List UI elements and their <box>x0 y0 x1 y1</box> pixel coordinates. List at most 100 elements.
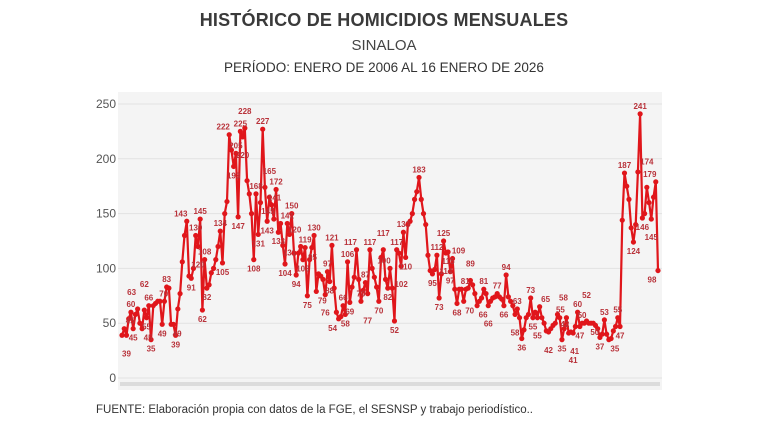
data-point <box>635 169 641 175</box>
data-label: 55 <box>528 323 537 332</box>
data-label: 108 <box>247 265 261 274</box>
data-point <box>313 288 319 295</box>
data-label: 62 <box>140 280 149 289</box>
data-point <box>420 211 427 217</box>
data-point <box>508 298 514 304</box>
data-label: 73 <box>526 286 535 295</box>
data-label: 35 <box>147 345 156 354</box>
data-point <box>215 243 221 250</box>
data-point <box>418 196 424 202</box>
data-label: 66 <box>479 311 488 320</box>
data-point <box>447 269 453 275</box>
data-label: 108 <box>198 248 212 257</box>
data-point <box>206 282 212 288</box>
data-point <box>398 263 404 269</box>
data-point <box>190 265 197 271</box>
data-point <box>499 296 505 302</box>
data-point <box>141 307 147 313</box>
data-label: 36 <box>517 344 526 353</box>
data-point <box>557 315 563 321</box>
data-point <box>132 311 138 318</box>
data-point <box>351 274 357 280</box>
data-point <box>537 304 543 310</box>
data-point <box>309 244 315 251</box>
data-label: 143 <box>174 209 188 218</box>
data-point <box>307 257 313 263</box>
data-point <box>409 211 415 217</box>
data-point <box>407 218 413 224</box>
data-label: 63 <box>513 297 522 306</box>
data-label: 55 <box>613 306 622 315</box>
data-point <box>289 211 295 217</box>
data-label: 82 <box>383 293 392 302</box>
data-label: 65 <box>541 295 550 304</box>
data-label: 220 <box>236 151 250 160</box>
data-label: 104 <box>278 269 292 278</box>
data-point <box>251 257 257 263</box>
data-point <box>630 239 637 245</box>
data-point <box>648 216 654 222</box>
data-point <box>202 257 208 263</box>
data-point <box>452 286 458 292</box>
data-point <box>286 231 293 238</box>
data-label: 37 <box>595 342 604 351</box>
data-point <box>293 272 299 278</box>
data-point <box>387 265 393 271</box>
data-point <box>429 271 436 277</box>
data-label: 55 <box>533 332 542 341</box>
chart-subtitle: SINALOA <box>351 37 417 54</box>
data-point <box>344 259 351 265</box>
data-point <box>333 309 339 315</box>
data-label: 94 <box>292 280 301 289</box>
data-point <box>121 326 127 332</box>
data-label: 91 <box>187 283 196 292</box>
data-label: 117 <box>377 229 390 238</box>
data-label: 47 <box>575 331 584 340</box>
data-label: 39 <box>171 340 180 349</box>
data-point <box>604 331 610 337</box>
data-point <box>300 257 306 263</box>
data-point <box>621 170 628 176</box>
y-tick-label: 0 <box>109 371 116 385</box>
data-label: 100 <box>377 256 391 265</box>
data-label: 81 <box>479 277 488 286</box>
data-label: 117 <box>344 238 357 247</box>
data-label: 79 <box>318 296 327 305</box>
data-label: 35 <box>610 345 619 354</box>
data-point <box>396 250 402 256</box>
data-label: 168 <box>249 182 263 191</box>
data-point <box>465 285 471 291</box>
data-point <box>253 191 259 197</box>
data-label: 115 <box>442 257 455 266</box>
data-point <box>266 194 272 200</box>
data-point <box>441 238 447 244</box>
chart-period: PERÍODO: ENERO DE 2006 AL 16 ENERO DE 20… <box>224 60 544 75</box>
data-point <box>244 178 250 184</box>
data-label: 130 <box>307 224 321 233</box>
data-label: 183 <box>412 165 426 174</box>
data-label: 41 <box>570 347 579 356</box>
data-point <box>534 315 541 321</box>
data-point <box>380 247 386 253</box>
data-point <box>382 276 389 282</box>
data-label: 82 <box>202 293 211 302</box>
data-label: 112 <box>430 243 443 252</box>
data-label: 95 <box>308 253 317 262</box>
data-point <box>199 307 205 313</box>
data-label: 52 <box>390 326 399 335</box>
data-point <box>612 323 619 330</box>
data-point <box>559 337 565 343</box>
data-point <box>481 286 487 292</box>
data-point <box>445 249 451 255</box>
data-point <box>295 250 302 256</box>
data-label: 133 <box>272 237 286 246</box>
data-point <box>188 275 194 281</box>
data-point <box>257 200 264 206</box>
data-label: 141 <box>281 211 295 220</box>
data-point <box>226 132 232 138</box>
data-label: 54 <box>328 324 337 333</box>
data-point <box>166 285 172 291</box>
data-label: 121 <box>325 233 339 242</box>
data-point <box>423 221 429 228</box>
